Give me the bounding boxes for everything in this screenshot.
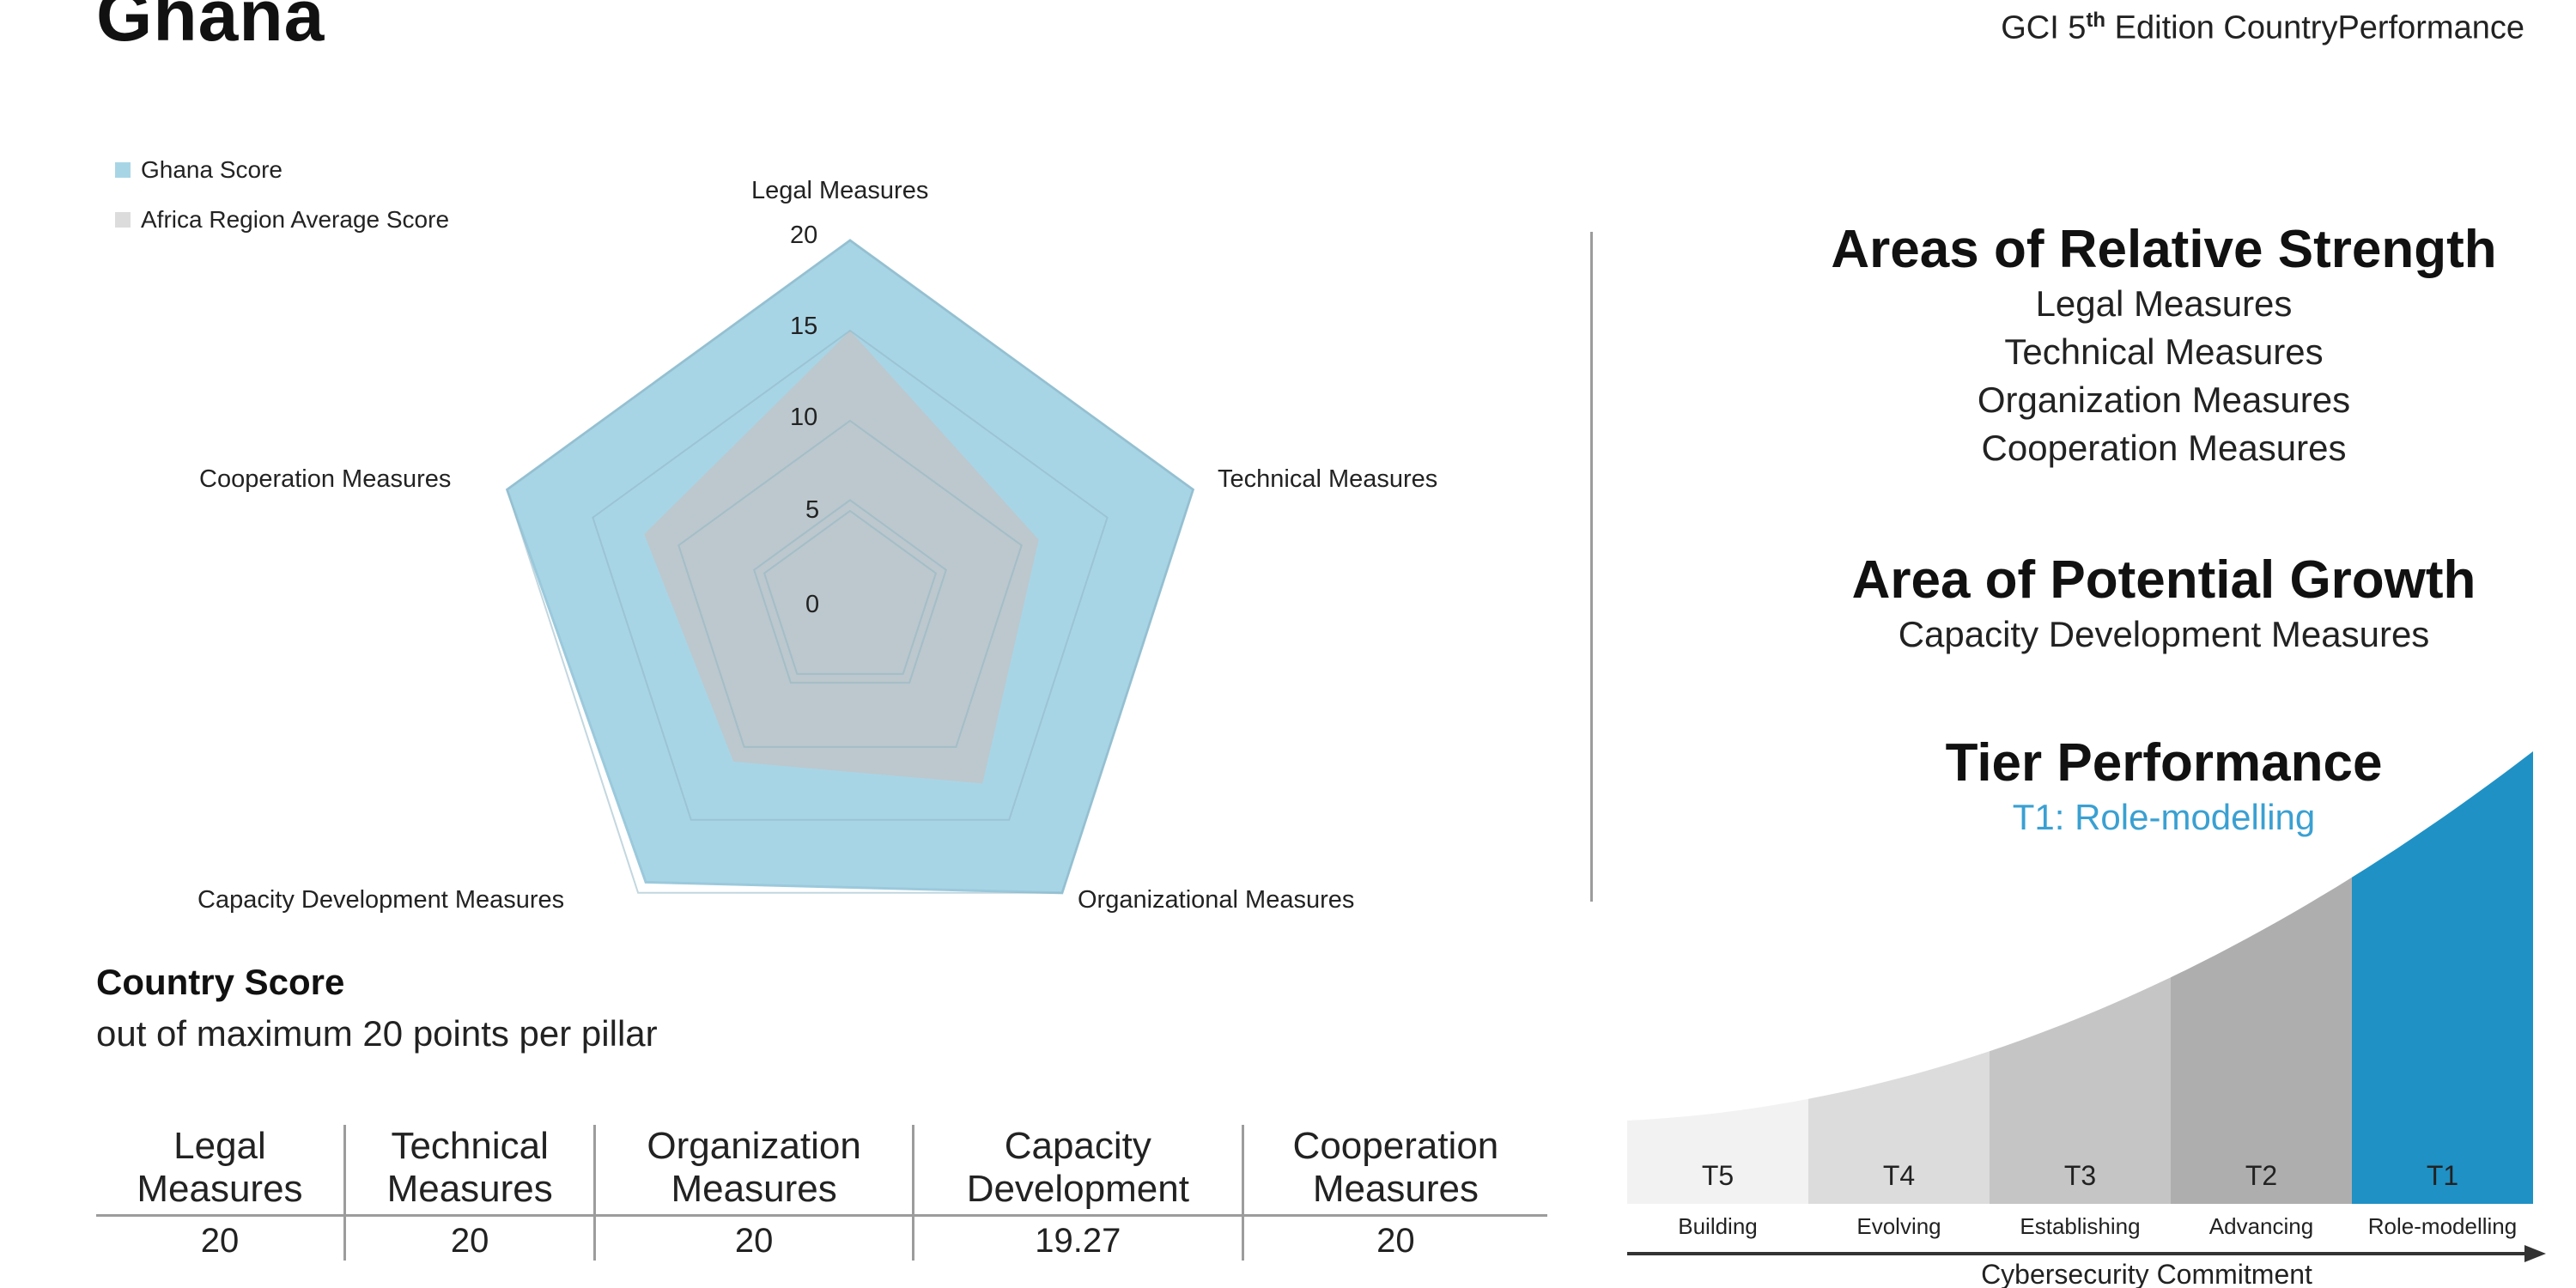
radar-grid-ring [677, 419, 1023, 748]
radar-axis-label: Legal Measures [751, 177, 929, 204]
tier-bar-t4 [1808, 1051, 1990, 1204]
tier-bar-t1 [2352, 751, 2533, 1204]
arrow-head-icon [2524, 1245, 2546, 1262]
score-header-line: Legal [173, 1125, 266, 1167]
tier-bar-t5 [1627, 1098, 1808, 1204]
series-africa-area [644, 331, 1039, 784]
radar-tick-label: 15 [790, 313, 818, 340]
score-header-technical: Technical Measures [343, 1125, 595, 1217]
score-value-cooperation: 20 [1241, 1215, 1547, 1261]
radar-tick-label: 20 [790, 222, 818, 249]
score-header-line: Capacity [1004, 1125, 1151, 1167]
radar-chart [505, 239, 1195, 895]
tier-bar-t2 [2171, 877, 2352, 1204]
legend-swatch-ghana [115, 162, 131, 178]
growth-section: Area of Potential Growth Capacity Develo… [1717, 550, 2576, 659]
legend-item-ghana: Ghana Score [115, 156, 283, 184]
vertical-divider [1590, 232, 1593, 902]
legend-swatch-africa [115, 212, 131, 228]
strength-item: Technical Measures [2004, 331, 2324, 372]
score-header-line: Organization [647, 1125, 861, 1167]
strength-item: Legal Measures [2035, 283, 2293, 324]
tier-name-label: Establishing [2020, 1213, 2140, 1239]
tier-code-label: T1 [2427, 1160, 2458, 1191]
score-header-cooperation: Cooperation Measures [1241, 1125, 1547, 1217]
score-header-legal: Legal Measures [96, 1125, 345, 1217]
tier-name-label: Building [1678, 1213, 1758, 1239]
strength-item: Cooperation Measures [1981, 428, 2347, 468]
commitment-axis-label: Cybersecurity Commitment [1981, 1259, 2312, 1288]
radar-axis-label: Technical Measures [1218, 465, 1438, 493]
radar-tick-label: 0 [805, 591, 820, 618]
edition-prefix: GCI 5 [2001, 9, 2087, 46]
strength-item: Organization Measures [1977, 380, 2351, 420]
score-value-row: 20 20 20 19.27 20 [96, 1215, 1547, 1261]
growth-heading: Area of Potential Growth [1851, 550, 2476, 610]
legend-item-africa: Africa Region Average Score [115, 206, 449, 234]
tier-code-label: T4 [1883, 1160, 1915, 1191]
score-value-capacity: 19.27 [911, 1215, 1243, 1261]
score-header-line: Measures [671, 1168, 837, 1210]
legend-label-ghana: Ghana Score [141, 156, 283, 183]
strength-section: Areas of Relative Strength Legal Measure… [1717, 219, 2576, 472]
radar-axis-label: Capacity Development Measures [197, 886, 565, 914]
score-title: Country Score [96, 962, 345, 1002]
tier-name-label: Evolving [1856, 1213, 1941, 1239]
score-header-line: Measures [137, 1168, 303, 1210]
radar-tick-label: 5 [805, 496, 820, 524]
edition-label: GCI 5th Edition CountryPerformance [2001, 9, 2524, 47]
radar-grid-ring [753, 499, 947, 684]
score-header-line: Cooperation [1292, 1125, 1499, 1167]
score-header-line: Measures [386, 1168, 553, 1210]
tier-bar-t3 [1990, 977, 2171, 1204]
score-header-line: Development [966, 1168, 1189, 1210]
page-title: Ghana [96, 0, 325, 56]
tier-code-label: T5 [1702, 1160, 1734, 1191]
tier-value: T1: Role-modelling [2012, 797, 2316, 837]
growth-item: Capacity Development Measures [1898, 614, 2430, 654]
radar-grid-ring [506, 239, 1194, 894]
tier-heading: Tier Performance [1945, 733, 2383, 793]
score-header-organization: Organization Measures [593, 1125, 914, 1217]
edition-suffix: Edition CountryPerformance [2105, 9, 2524, 46]
tier-code-label: T2 [2245, 1160, 2277, 1191]
score-value-technical: 20 [343, 1215, 595, 1261]
radar-axis-label: Cooperation Measures [199, 465, 452, 493]
score-value-legal: 20 [200, 1222, 240, 1260]
edition-superscript: th [2086, 9, 2106, 32]
tier-name-label: Role-modelling [2368, 1213, 2517, 1239]
tier-section: Tier Performance T1: Role-modelling [1717, 732, 2576, 841]
score-subtitle: out of maximum 20 points per pillar [96, 1013, 658, 1054]
radar-tick-label: 10 [790, 404, 818, 431]
radar-grid-ring [592, 329, 1109, 821]
score-table: Legal Measures Technical Measures Organiza… [96, 1125, 1547, 1261]
radar-grid-ring [762, 509, 938, 675]
score-header-row: Legal Measures Technical Measures Organiza… [96, 1125, 1547, 1217]
score-value-organization: 20 [593, 1215, 914, 1261]
legend-label-africa: Africa Region Average Score [141, 206, 450, 233]
tier-code-label: T3 [2064, 1160, 2096, 1191]
strength-heading: Areas of Relative Strength [1831, 220, 2497, 279]
radar-axis-label: Organizational Measures [1078, 886, 1355, 914]
score-header-line: Technical [391, 1125, 549, 1167]
score-header-line: Measures [1312, 1168, 1479, 1210]
tier-name-label: Advancing [2209, 1213, 2313, 1239]
score-header-capacity: Capacity Development [911, 1125, 1243, 1217]
